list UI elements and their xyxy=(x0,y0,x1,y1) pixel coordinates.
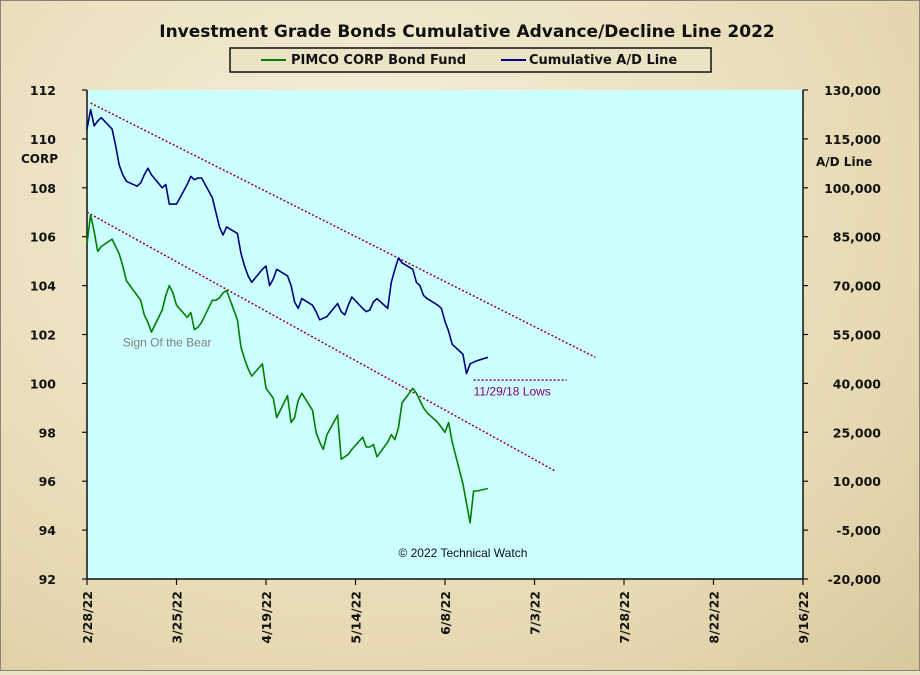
right-tick-label: -20,000 xyxy=(828,572,882,587)
legend-label-ad: Cumulative A/D Line xyxy=(529,53,677,68)
left-tick-label: 106 xyxy=(30,230,56,245)
left-axis-label: CORP xyxy=(21,152,58,166)
left-tick-label: 112 xyxy=(30,83,56,98)
x-tick-label: 3/25/22 xyxy=(170,591,185,644)
left-tick-label: 96 xyxy=(39,474,57,489)
legend-label-corp: PIMCO CORP Bond Fund xyxy=(291,53,466,68)
x-tick-label: 9/16/22 xyxy=(796,591,811,644)
left-tick-label: 100 xyxy=(30,376,56,391)
annotation-lows: 11/29/18 Lows xyxy=(474,385,551,399)
right-tick-label: 55,000 xyxy=(833,328,882,343)
x-tick-label: 7/28/22 xyxy=(617,591,632,644)
right-tick-label: 100,000 xyxy=(824,181,881,196)
left-tick-label: 104 xyxy=(30,279,56,294)
right-axis-label: A/D Line xyxy=(816,155,872,169)
right-tick-label: 10,000 xyxy=(833,474,882,489)
left-tick-label: 102 xyxy=(30,328,56,343)
x-tick-label: 8/22/22 xyxy=(707,591,722,644)
x-tick-label: 7/3/22 xyxy=(528,591,543,635)
x-tick-label: 5/14/22 xyxy=(349,591,364,644)
trendline xyxy=(86,211,557,473)
right-tick-label: 115,000 xyxy=(824,132,881,147)
x-tick-label: 6/8/22 xyxy=(438,591,453,635)
axis-ticks: 92 94 96 98 100 102 104 106 108 110 112 -20,000 -5,0… xyxy=(30,83,881,644)
left-tick-label: 94 xyxy=(39,523,57,538)
legend-box xyxy=(229,47,712,73)
chart-title: Investment Grade Bonds Cumulative Advanc… xyxy=(159,22,774,42)
plot-area xyxy=(87,90,803,579)
annotation-sign-of-the-bear: Sign Of the Bear xyxy=(123,336,212,350)
chart-marks xyxy=(86,102,596,524)
left-tick-label: 108 xyxy=(30,181,56,196)
chart-annotations: Sign Of the Bear 11/29/18 Lows © 2022 Tech… xyxy=(123,336,551,560)
x-tick-label: 4/19/22 xyxy=(259,591,274,644)
right-tick-label: 130,000 xyxy=(824,83,881,98)
legend: PIMCO CORP Bond Fund Cumulative A/D Line xyxy=(229,47,712,73)
right-tick-label: 85,000 xyxy=(833,230,882,245)
left-tick-label: 98 xyxy=(39,425,56,440)
corp-series-line xyxy=(86,213,489,524)
ad-series-line xyxy=(86,108,489,375)
x-tick-label: 2/28/22 xyxy=(80,591,95,644)
left-tick-label: 110 xyxy=(30,132,56,147)
left-tick-label: 92 xyxy=(39,572,56,587)
right-tick-label: -5,000 xyxy=(836,523,881,538)
annotation-copyright: © 2022 Technical Watch xyxy=(398,546,527,560)
right-tick-label: 25,000 xyxy=(833,425,882,440)
right-tick-label: 40,000 xyxy=(833,376,882,391)
right-tick-label: 70,000 xyxy=(833,279,882,294)
